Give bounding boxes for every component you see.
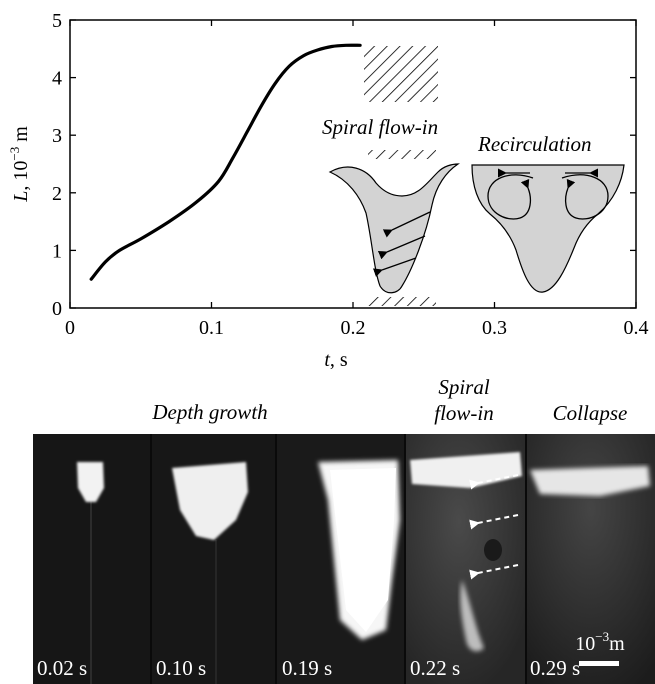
y-tick-label: 4 xyxy=(52,68,62,90)
series-line-depth xyxy=(89,43,362,281)
axis-ticks: 0 0.1 0.2 0.3 0.4 0 1 2 3 4 5 xyxy=(52,10,649,339)
y-tick-label: 3 xyxy=(52,125,62,147)
y-tick-label: 2 xyxy=(52,183,62,205)
frame-0-19s: 0.19 s xyxy=(275,434,404,684)
hatch-strip-mid xyxy=(368,150,436,159)
annotation-spiral-flow-in: Spiral flow-in xyxy=(322,115,438,139)
x-tick-label: 0 xyxy=(65,317,75,339)
scale-bar: 10−3m xyxy=(575,629,625,666)
recirculation-schematic xyxy=(471,164,625,293)
chart: 0 0.1 0.2 0.3 0.4 0 1 2 3 4 5 Spiral flow-in Recir… xyxy=(7,10,649,371)
photo-strip: 0.02 s 0.10 s 0.19 s 0 xyxy=(33,434,655,684)
hatch-block-large xyxy=(364,46,438,102)
caption-spiral-line1: Spiral xyxy=(438,375,490,399)
scale-bar-line xyxy=(579,661,619,666)
scale-bar-label: 10−3m xyxy=(575,629,625,655)
frame-time-3: 0.22 s xyxy=(410,656,460,680)
x-axis-label: t, s xyxy=(324,349,348,371)
frame-0-22s: 0.22 s xyxy=(404,434,525,684)
frame-time-1: 0.10 s xyxy=(156,656,206,680)
y-tick-label: 0 xyxy=(52,298,62,320)
y-tick-label: 5 xyxy=(52,10,62,32)
hatch-strip-bottom xyxy=(368,297,436,306)
frame-0-29s: 0.29 s 10−3m xyxy=(525,434,655,684)
caption-depth-growth: Depth growth xyxy=(151,400,267,424)
x-tick-label: 0.3 xyxy=(482,317,507,339)
caption-spiral-line2: flow-in xyxy=(434,401,494,425)
frame-0-10s: 0.10 s xyxy=(150,434,275,684)
y-axis-label: L, 10−3 m xyxy=(7,126,32,203)
caption-collapse: Collapse xyxy=(553,401,628,425)
x-tick-label: 0.4 xyxy=(624,317,649,339)
frame-time-0: 0.02 s xyxy=(37,656,87,680)
y-tick-label: 1 xyxy=(52,240,62,262)
frame-time-4: 0.29 s xyxy=(530,656,580,680)
spiral-flow-in-schematic xyxy=(328,163,460,294)
frame-time-2: 0.19 s xyxy=(282,656,332,680)
frame-0-02s: 0.02 s xyxy=(33,434,150,684)
x-tick-label: 0.2 xyxy=(341,317,366,339)
x-tick-label: 0.1 xyxy=(199,317,224,339)
annotation-recirculation: Recirculation xyxy=(477,132,592,156)
